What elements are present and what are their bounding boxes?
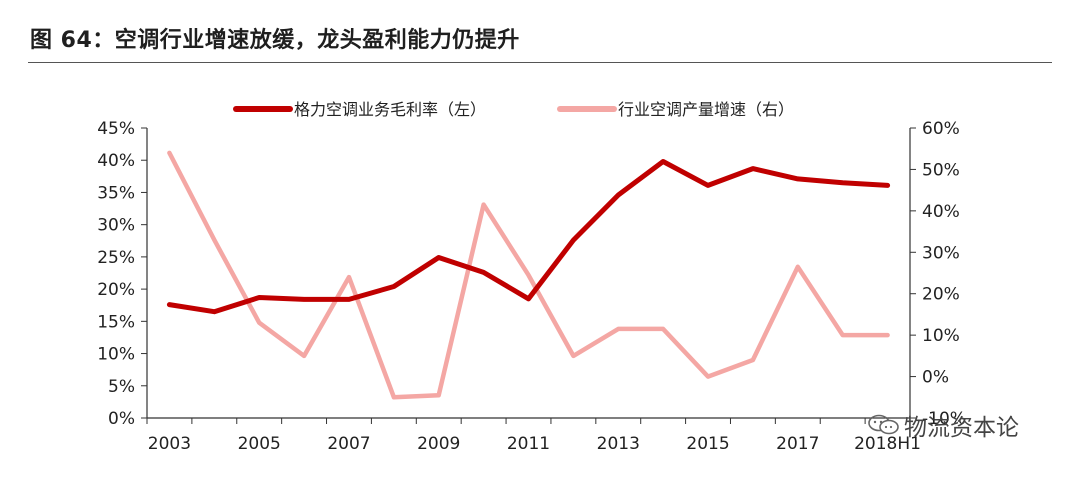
right-y-tick-label: 40% — [922, 202, 960, 222]
x-tick-label: 2013 — [597, 434, 640, 454]
left-y-tick-label: 35% — [97, 183, 135, 203]
right-y-tick-label: -10% — [922, 409, 966, 429]
watermark: 物流资本论 — [868, 408, 1019, 442]
right-y-tick-label: 20% — [922, 285, 960, 305]
chat-bubbles-icon — [868, 414, 900, 436]
right-y-tick-label: 50% — [922, 160, 960, 180]
watermark-text: 物流资本论 — [904, 415, 1019, 441]
left-y-tick-label: 0% — [108, 409, 135, 429]
left-y-tick-label: 45% — [97, 119, 135, 139]
series-line-1 — [166, 159, 891, 315]
x-tick-label: 2018H1 — [854, 434, 921, 454]
chart-axes: 0% 5% 10% 15% 20% 25% 30% 35% 40% 45% -10% 0% 10% 20%… — [97, 119, 966, 454]
title-divider — [28, 62, 1052, 63]
left-y-tick-label: 25% — [97, 248, 135, 268]
left-y-tick-label: 5% — [108, 377, 135, 397]
right-y-tick-label: 60% — [922, 119, 960, 139]
right-y-tick-label: 30% — [922, 243, 960, 263]
x-tick-label: 2015 — [686, 434, 729, 454]
x-tick-label: 2017 — [776, 434, 819, 454]
chart-legend: 格力空调业务毛利率（左） 行业空调产量增速（右） — [233, 100, 794, 119]
right-y-tick-label: 0% — [922, 368, 949, 388]
legend-label-series-2: 行业空调产量增速（右） — [618, 100, 794, 119]
left-y-tick-label: 20% — [97, 280, 135, 300]
chart-title: 图 64：空调行业增速放缓，龙头盈利能力仍提升 — [30, 28, 520, 53]
chart-series — [166, 150, 891, 400]
left-y-tick-label: 30% — [97, 216, 135, 236]
right-y-tick-label: 10% — [922, 326, 960, 346]
x-tick-label: 2009 — [417, 434, 460, 454]
left-y-tick-label: 10% — [97, 345, 135, 365]
x-tick-label: 2003 — [148, 434, 191, 454]
left-y-tick-label: 40% — [97, 151, 135, 171]
left-y-tick-label: 15% — [97, 312, 135, 332]
x-tick-label: 2007 — [327, 434, 370, 454]
legend-label-series-1: 格力空调业务毛利率（左） — [294, 100, 486, 119]
x-tick-label: 2011 — [507, 434, 550, 454]
x-tick-label: 2005 — [238, 434, 281, 454]
series-line-2 — [167, 150, 890, 400]
